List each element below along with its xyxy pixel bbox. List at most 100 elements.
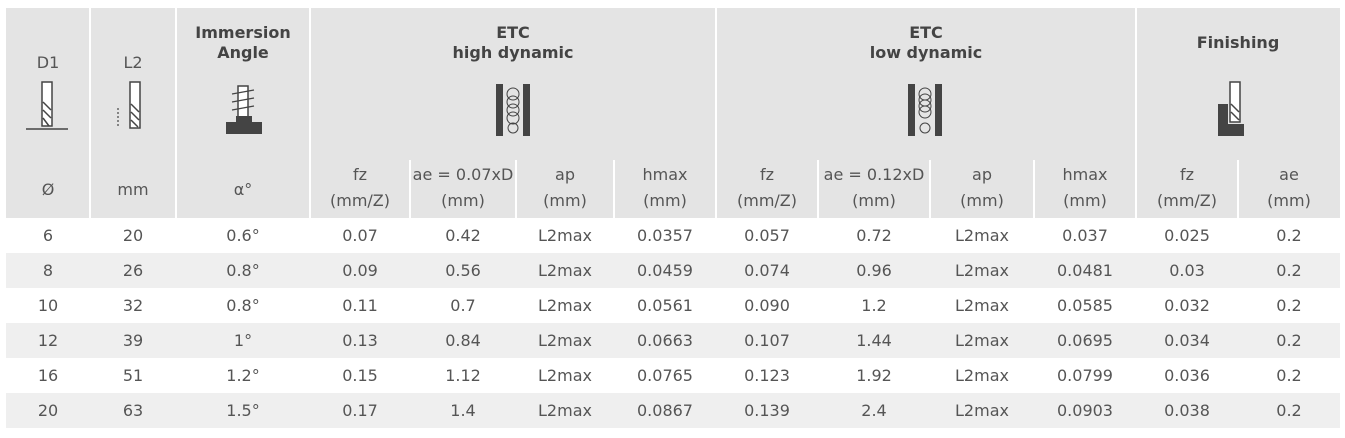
table-cell: 0.0459	[614, 253, 716, 288]
column-title: Immersion Angle	[176, 22, 310, 64]
group-title-line: Finishing	[1196, 33, 1280, 52]
column-separator	[1033, 160, 1035, 218]
subcolumn-header: hmax (mm)	[1034, 160, 1136, 216]
cell-text: 0.84	[445, 330, 481, 350]
column-unit: Ø	[6, 176, 90, 204]
cell-text: 0.0867	[637, 400, 693, 420]
table-cell: 26	[90, 253, 176, 288]
cell-text: 1.4	[450, 400, 476, 420]
cell-text: 0.034	[1164, 330, 1210, 350]
table-cell: 16	[6, 358, 90, 393]
table-cell: 1.4	[410, 393, 516, 428]
table-cell: L2max	[930, 218, 1034, 253]
table-cell: 39	[90, 323, 176, 358]
table-cell: 0.025	[1136, 218, 1238, 253]
table-cell: 0.0695	[1034, 323, 1136, 358]
cell-text: 0.025	[1164, 225, 1210, 245]
subcolumn-header: fz (mm/Z)	[310, 160, 410, 216]
cell-text: 1.12	[445, 365, 481, 385]
table-cell: 12	[6, 323, 90, 358]
cell-text: 2.4	[861, 400, 887, 420]
cell-text: 1°	[233, 330, 253, 350]
column-unit: mm	[90, 176, 176, 204]
column-label-text: L2	[123, 53, 143, 72]
table-cell: 0.8°	[176, 253, 310, 288]
column-unit-text: Ø	[41, 180, 55, 199]
table-cell: L2max	[516, 288, 614, 323]
table-cell: 32	[90, 288, 176, 323]
cell-text: 0.56	[445, 260, 481, 280]
table-cell: 0.2	[1238, 218, 1340, 253]
column-title-line: Immersion	[195, 23, 291, 42]
column-label: D1	[6, 50, 90, 76]
table-cell: L2max	[930, 253, 1034, 288]
cell-text: 20	[122, 225, 144, 245]
table-cell: 0.2	[1238, 253, 1340, 288]
cell-text: 1.2°	[226, 365, 260, 385]
table-cell: 0.2	[1238, 358, 1340, 393]
cell-text: 0.7	[450, 295, 476, 315]
cell-text: L2max	[955, 365, 1009, 385]
column-separator	[817, 160, 819, 218]
column-label: L2	[90, 50, 176, 76]
cell-text: 8	[42, 260, 54, 280]
subcolumn-header: ae (mm)	[1238, 160, 1340, 216]
cell-text: 1.92	[856, 365, 892, 385]
cell-text: 0.2	[1276, 365, 1302, 385]
cell-text: 0.0357	[637, 225, 693, 245]
table-cell: 6	[6, 218, 90, 253]
cell-text: 0.11	[342, 295, 378, 315]
table-cell: 0.074	[716, 253, 818, 288]
subcolumn-header: ae = 0.07xD (mm)	[410, 160, 516, 216]
column-separator	[309, 8, 311, 218]
cell-text: 0.6°	[226, 225, 260, 245]
table-cell: 0.07	[310, 218, 410, 253]
subcolumn-unit: (mm)	[960, 191, 1004, 210]
cell-text: L2max	[955, 295, 1009, 315]
cell-text: 20	[37, 400, 59, 420]
cell-text: 0.0903	[1057, 400, 1113, 420]
cell-text: 0.15	[342, 365, 378, 385]
column-label-text: D1	[36, 53, 60, 72]
cell-text: 0.0585	[1057, 295, 1113, 315]
table-cell: 0.107	[716, 323, 818, 358]
table-cell: 0.56	[410, 253, 516, 288]
table-cell: 1°	[176, 323, 310, 358]
table-cell: 0.139	[716, 393, 818, 428]
table-cell: 0.15	[310, 358, 410, 393]
cell-text: 51	[122, 365, 144, 385]
group-subtitle-line: low dynamic	[869, 43, 983, 62]
subcolumn-header: hmax (mm)	[614, 160, 716, 216]
column-separator	[409, 160, 411, 218]
cell-text: L2max	[955, 225, 1009, 245]
l2-icon	[117, 81, 141, 129]
table-cell: 8	[6, 253, 90, 288]
group-title: Finishing	[1136, 32, 1340, 54]
cell-text: 0.2	[1276, 400, 1302, 420]
cell-text: 0.107	[744, 330, 790, 350]
group-subtitle-line: high dynamic	[452, 43, 574, 62]
subcolumn-unit: (mm/Z)	[736, 191, 797, 210]
table-cell: 51	[90, 358, 176, 393]
table-cell: 0.0585	[1034, 288, 1136, 323]
subcolumn-header: ap (mm)	[516, 160, 614, 216]
subcolumn-header: fz (mm/Z)	[716, 160, 818, 216]
cell-text: L2max	[955, 260, 1009, 280]
table-cell: 0.057	[716, 218, 818, 253]
table-cell: 0.0561	[614, 288, 716, 323]
cell-text: 1.2	[861, 295, 887, 315]
cell-text: 6	[42, 225, 54, 245]
subcolumn-header: ae = 0.12xD (mm)	[818, 160, 930, 216]
cell-text: 0.07	[342, 225, 378, 245]
table-cell: L2max	[930, 358, 1034, 393]
subcolumn-unit: (mm/Z)	[329, 191, 390, 210]
cell-text: 0.0799	[1057, 365, 1113, 385]
cell-text: L2max	[538, 225, 592, 245]
table-cell: 20	[6, 393, 90, 428]
cell-text: 1.44	[856, 330, 892, 350]
table-cell: L2max	[516, 218, 614, 253]
cell-text: 0.139	[744, 400, 790, 420]
column-separator	[715, 8, 717, 218]
subcolumn-name: fz	[352, 165, 368, 184]
column-unit-text: mm	[117, 180, 149, 199]
